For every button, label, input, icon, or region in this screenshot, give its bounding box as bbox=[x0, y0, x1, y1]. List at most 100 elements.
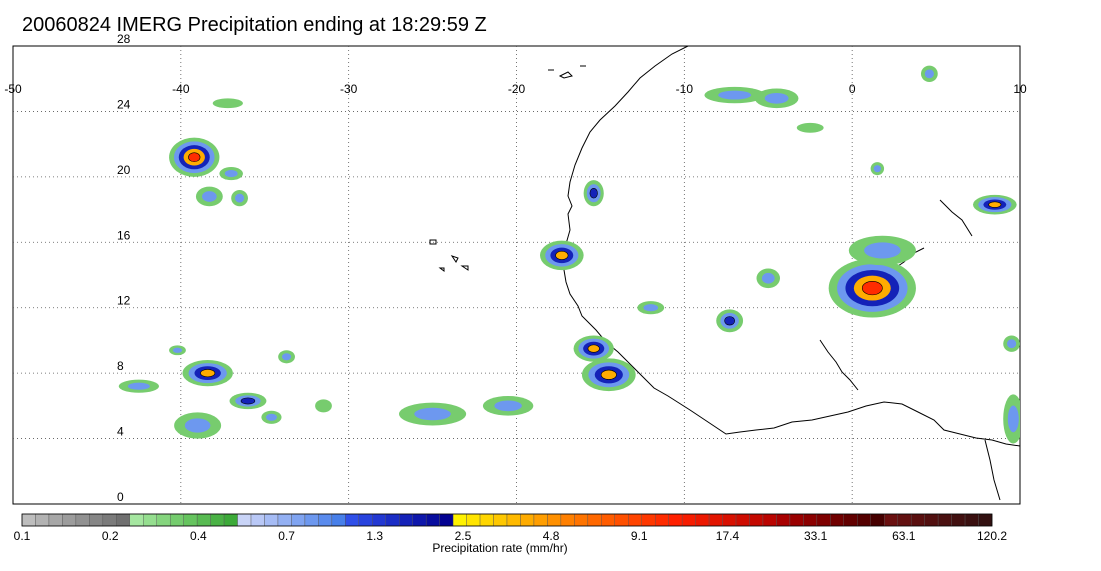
precip-cell bbox=[315, 399, 332, 413]
precip-cell bbox=[870, 162, 885, 176]
colorbar-swatch bbox=[614, 513, 629, 527]
colorbar-swatch bbox=[870, 513, 885, 527]
colorbar-tick-label: 33.1 bbox=[804, 529, 828, 543]
colorbar-swatch bbox=[102, 513, 117, 527]
lat-tick-label: 20 bbox=[117, 163, 131, 177]
precip-cell bbox=[573, 335, 614, 362]
colorbar-swatch bbox=[978, 513, 993, 527]
colorbar-tick-label: 0.4 bbox=[190, 529, 207, 543]
lat-tick-label: 28 bbox=[117, 32, 131, 46]
precip-cell bbox=[920, 65, 938, 82]
colorbar-tick-label: 0.2 bbox=[102, 529, 119, 543]
precip-cell bbox=[828, 258, 916, 318]
colorbar-swatch bbox=[762, 513, 777, 527]
colorbar-swatch bbox=[439, 513, 454, 527]
colorbar-swatch bbox=[857, 513, 871, 527]
colorbar-swatch bbox=[318, 513, 333, 527]
precip-cell bbox=[796, 122, 824, 133]
colorbar-swatch bbox=[89, 513, 104, 527]
map-title: 20060824 IMERG Precipitation ending at 1… bbox=[22, 14, 487, 36]
precip-cell-level bbox=[265, 413, 277, 421]
precip-cell-level bbox=[188, 152, 201, 163]
colorbar-swatch bbox=[641, 513, 656, 527]
colorbar-tick-label: 4.8 bbox=[543, 529, 560, 543]
precipitation-field bbox=[118, 26, 1020, 444]
colorbar-tick-label: 1.3 bbox=[366, 529, 383, 543]
precip-cell bbox=[704, 86, 765, 104]
precip-cell bbox=[174, 412, 222, 439]
precip-cell bbox=[229, 392, 267, 410]
precip-cell bbox=[118, 379, 160, 393]
lat-tick-label: 0 bbox=[117, 490, 124, 504]
precip-cell-level bbox=[172, 347, 183, 353]
colorbar-swatch bbox=[412, 513, 427, 527]
colorbar-swatch bbox=[331, 513, 346, 527]
colorbar-swatch bbox=[183, 513, 198, 527]
precip-cell bbox=[1003, 394, 1020, 444]
precip-cell-level bbox=[724, 316, 735, 326]
precip-cell-level bbox=[1007, 339, 1017, 349]
colorbar-label: Precipitation rate (mm/hr) bbox=[432, 541, 568, 555]
colorbar-swatch bbox=[964, 513, 979, 527]
precip-cell bbox=[754, 88, 799, 109]
precip-cell-level bbox=[184, 418, 211, 433]
precip-cell-level bbox=[240, 397, 256, 405]
colorbar-swatch bbox=[143, 513, 157, 527]
colorbar-swatch bbox=[385, 513, 400, 527]
colorbar-swatch bbox=[803, 513, 818, 527]
colorbar-swatch bbox=[601, 513, 615, 527]
colorbar-swatch bbox=[547, 513, 562, 527]
precip-cell bbox=[231, 189, 248, 207]
colorbar-tick-label: 17.4 bbox=[716, 529, 740, 543]
gulf-of-guinea-coast bbox=[984, 439, 1001, 501]
precip-cell-level bbox=[494, 400, 522, 412]
precip-cell-level bbox=[414, 407, 451, 421]
precip-cell-level bbox=[873, 165, 882, 173]
lon-tick-label: 0 bbox=[849, 82, 856, 96]
precip-cell bbox=[1003, 335, 1020, 352]
precip-cell-level bbox=[200, 369, 216, 378]
colorbar-swatch bbox=[843, 513, 858, 527]
precip-cell bbox=[756, 268, 780, 289]
colorbar-swatch bbox=[372, 513, 386, 527]
precip-cell-level bbox=[315, 399, 332, 413]
colorbar-swatch bbox=[884, 513, 898, 527]
colorbar-swatch bbox=[452, 513, 467, 527]
lon-tick-label: -20 bbox=[508, 82, 526, 96]
precip-cell-level bbox=[600, 369, 617, 380]
colorbar-swatch bbox=[816, 513, 831, 527]
colorbar-tick-label: 0.7 bbox=[278, 529, 295, 543]
colorbar-tick-label: 63.1 bbox=[892, 529, 916, 543]
lon-tick-label: 10 bbox=[1013, 82, 1027, 96]
colorbar-swatch bbox=[48, 513, 63, 527]
colorbar-swatch bbox=[399, 513, 413, 527]
precip-cell bbox=[169, 345, 186, 356]
canary-islands bbox=[548, 65, 586, 79]
colorbar-swatch bbox=[156, 513, 171, 527]
precip-cell bbox=[637, 301, 665, 315]
colorbar-swatch bbox=[277, 513, 292, 527]
colorbar-swatch bbox=[910, 513, 925, 527]
precip-cell bbox=[848, 235, 916, 266]
colorbar-swatch bbox=[708, 513, 723, 527]
precip-cell bbox=[182, 360, 233, 387]
colorbar-swatch bbox=[749, 513, 764, 527]
colorbar-swatch bbox=[735, 513, 750, 527]
precip-cell bbox=[184, 26, 201, 39]
colorbar-swatch bbox=[358, 513, 373, 527]
precip-cell-level bbox=[864, 242, 901, 259]
colorbar-swatch bbox=[574, 513, 589, 527]
precip-cell bbox=[261, 410, 282, 424]
lon-tick-label: -30 bbox=[340, 82, 358, 96]
colorbar-tick-label: 9.1 bbox=[631, 529, 648, 543]
lat-tick-label: 24 bbox=[117, 97, 131, 111]
colorbar-swatch bbox=[654, 513, 669, 527]
lon-tick-label: -50 bbox=[4, 82, 22, 96]
precip-cell-level bbox=[1007, 405, 1019, 433]
lat-tick-label: 16 bbox=[117, 228, 131, 242]
lon-tick-label: -40 bbox=[172, 82, 190, 96]
precip-cell bbox=[399, 402, 467, 426]
precip-cell-level bbox=[281, 353, 292, 361]
precip-cell-level bbox=[764, 92, 789, 104]
